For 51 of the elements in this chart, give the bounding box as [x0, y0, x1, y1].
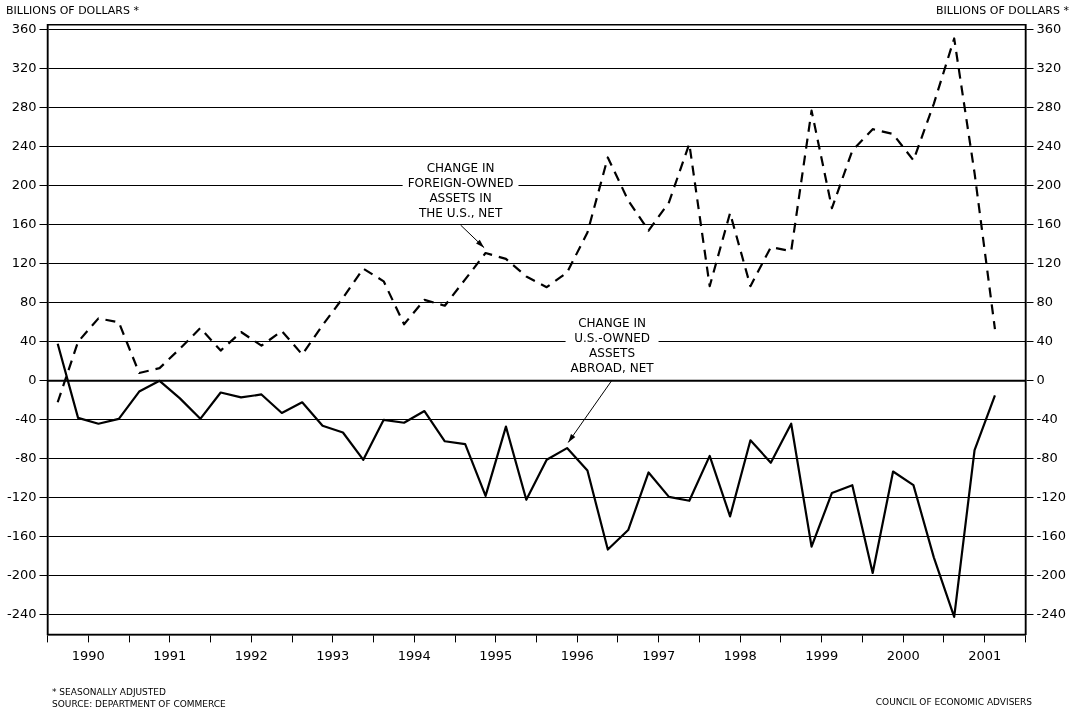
y-tick-label: -160: [6, 528, 37, 544]
y-tick-label: -80: [15, 450, 37, 466]
y2-tick-label: 320: [1036, 60, 1062, 76]
text: * SEASONALLY ADJUSTED: [52, 686, 166, 698]
y2-tick-label: 40: [1036, 333, 1054, 349]
y-tick-label: 80: [19, 294, 37, 310]
y2-tick-label: -240: [1036, 606, 1067, 622]
y2-tick-label: -160: [1036, 528, 1067, 544]
y-tick-label: -40: [15, 411, 37, 427]
y-tick-label: 240: [11, 138, 37, 154]
y2-tick-label: 80: [1036, 294, 1054, 310]
y2-tick-label: 280: [1036, 99, 1062, 115]
y2-tick-label: 0: [1036, 372, 1045, 388]
y2-tick-label: 360: [1036, 21, 1062, 37]
y2-tick-label: 200: [1036, 177, 1062, 193]
y2-tick-label: 240: [1036, 138, 1062, 154]
x-tick-label: 1993: [316, 647, 350, 663]
x-tick-label: 1992: [234, 647, 268, 663]
source-note: SOURCE: DEPARTMENT OF COMMERCE: [52, 698, 226, 710]
y-tick-label: 360: [11, 21, 37, 37]
y-tick-label: -120: [6, 489, 37, 505]
y-tick-label: 160: [11, 216, 37, 232]
x-tick-label: 1999: [805, 647, 839, 663]
y-tick-label: 320: [11, 60, 37, 76]
y2-tick-label: 120: [1036, 255, 1062, 271]
x-tick-label: 1990: [71, 647, 105, 663]
y-tick-label: 200: [11, 177, 37, 193]
y2-tick-label: -80: [1036, 450, 1058, 466]
y2-tick-label: 160: [1036, 216, 1062, 232]
annotation: CHANGE IN U.S.-OWNED ASSETS ABROAD, NET: [570, 315, 655, 375]
x-tick-label: 2000: [886, 647, 920, 663]
y-tick-label: 0: [28, 372, 37, 388]
y-axis-title: BILLIONS OF DOLLARS *: [6, 4, 139, 17]
y2-axis-title: BILLIONS OF DOLLARS *: [936, 4, 1069, 17]
x-tick-label: 1991: [153, 647, 187, 663]
text: COUNCIL OF ECONOMIC ADVISERS: [875, 696, 1032, 708]
y-tick-label: 120: [11, 255, 37, 271]
x-tick-label: 1998: [723, 647, 757, 663]
y2-tick-label: -120: [1036, 489, 1067, 505]
x-tick-label: 2001: [968, 647, 1002, 663]
y-tick-label: -200: [6, 567, 37, 583]
x-tick-label: 1997: [642, 647, 676, 663]
y2-tick-label: -40: [1036, 411, 1058, 427]
x-tick-label: 1995: [479, 647, 513, 663]
x-tick-label: 1996: [560, 647, 594, 663]
annotation: CHANGE IN FOREIGN-OWNED ASSETS IN THE U.S., NET: [407, 160, 514, 220]
y-tick-label: 40: [19, 333, 37, 349]
y-tick-label: -240: [6, 606, 37, 622]
y2-tick-label: -200: [1036, 567, 1067, 583]
y-tick-label: 280: [11, 99, 37, 115]
x-tick-label: 1994: [397, 647, 431, 663]
